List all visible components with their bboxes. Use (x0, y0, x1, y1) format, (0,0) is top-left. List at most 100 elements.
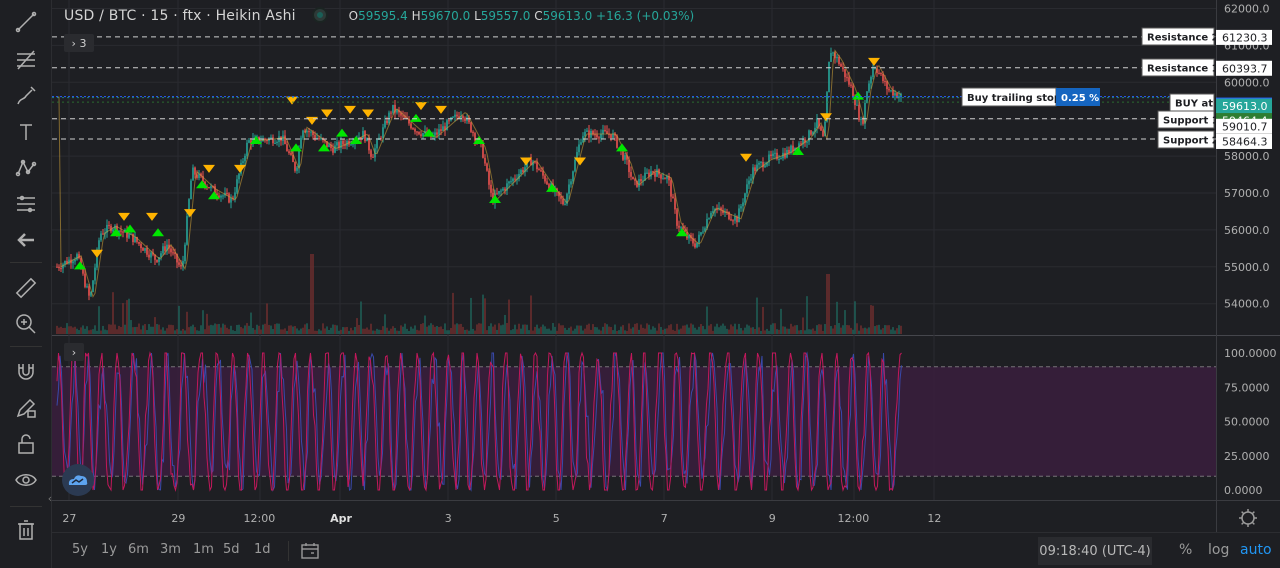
volume-bar (834, 325, 836, 334)
volume-bar (690, 323, 692, 334)
candle-body (736, 216, 738, 223)
candle-body (76, 254, 78, 260)
range-6m-button[interactable]: 6m (128, 542, 149, 557)
candle-body (712, 211, 714, 213)
volume-bar (326, 326, 328, 334)
eye-icon[interactable] (8, 464, 44, 496)
volume-bar (386, 327, 388, 334)
candle-body (820, 126, 822, 131)
auto-scale-toggle[interactable]: auto (1240, 542, 1272, 558)
volume-bar (472, 328, 474, 334)
candle-body (78, 254, 80, 259)
candle-body (208, 186, 210, 189)
candle-body (744, 193, 746, 203)
volume-bar (108, 324, 110, 334)
candle-body (702, 231, 704, 233)
pattern-icon[interactable] (8, 152, 44, 184)
candle-body (826, 92, 828, 122)
range-1y-button[interactable]: 1y (101, 542, 117, 557)
collapse-toolbar-button[interactable]: ‹ (45, 489, 55, 507)
volume-bar (232, 330, 234, 334)
volume-bar (246, 323, 248, 334)
volume-bar (392, 326, 394, 334)
volume-bar (198, 330, 200, 334)
candle-body (772, 153, 774, 157)
volume-bar (882, 328, 884, 334)
ruler-icon[interactable] (8, 272, 44, 304)
goto-date-icon[interactable] (300, 541, 320, 565)
volume-bar (536, 324, 538, 334)
volume-bar (706, 306, 708, 334)
range-3m-button[interactable]: 3m (160, 542, 181, 557)
lock-icon[interactable] (8, 428, 44, 460)
lock-pencil-icon[interactable] (8, 392, 44, 424)
brush-icon[interactable] (8, 80, 44, 112)
measure-lines-icon[interactable] (8, 188, 44, 220)
range-5d-button[interactable]: 5d (223, 542, 240, 557)
percent-scale-toggle[interactable]: % (1179, 542, 1193, 558)
candle-body (364, 131, 366, 142)
volume-bar (806, 296, 808, 334)
log-scale-toggle[interactable]: log (1208, 542, 1230, 558)
volume-bar (84, 328, 86, 334)
zoom-in-icon[interactable] (8, 308, 44, 340)
sell-signal-arrow (740, 153, 752, 162)
candle-body (180, 264, 182, 267)
candle-body (304, 130, 306, 133)
volume-bar (852, 329, 854, 334)
price-tick-label: 58000.0 (1224, 150, 1270, 163)
trailing-stop-value: 0.25 % (1061, 93, 1099, 104)
oscillator-tick-label: 100.0000 (1224, 347, 1277, 360)
candle-body (596, 134, 598, 138)
oscillator-pane-toggle[interactable]: › (64, 343, 84, 361)
price-tick-label: 54000.0 (1224, 298, 1270, 311)
candle-body (890, 90, 892, 92)
candle-body (382, 127, 384, 138)
candle-body (828, 61, 830, 93)
candle-body (216, 193, 218, 196)
fib-icon[interactable] (8, 44, 44, 76)
candle-body (888, 89, 890, 91)
volume-bar (558, 323, 560, 334)
candle-body (718, 207, 720, 210)
cloud-logo-icon[interactable] (62, 464, 94, 496)
volume-bar (278, 323, 280, 334)
symbol-title[interactable]: USD / BTC · 15 · ftx · Heikin Ashi (64, 8, 296, 24)
magnet-icon[interactable] (8, 356, 44, 388)
back-arrow-icon[interactable] (8, 224, 44, 256)
candle-body (122, 231, 124, 233)
candle-body (534, 161, 536, 163)
indicators-toggle[interactable]: › 3 (64, 34, 94, 52)
candle-body (896, 93, 898, 98)
range-1m-button[interactable]: 1m (193, 542, 214, 557)
text-icon[interactable] (8, 116, 44, 148)
volume-bar (868, 327, 870, 334)
volume-bar (708, 325, 710, 334)
candle-body (672, 196, 674, 199)
volume-bar (312, 254, 314, 334)
volume-bar (826, 274, 828, 334)
volume-bar (346, 326, 348, 334)
volume-bar (332, 324, 334, 334)
volume-bar (752, 327, 754, 334)
timezone-clock[interactable]: 09:18:40 (UTC-4) (1038, 537, 1152, 565)
volume-bar (478, 323, 480, 334)
candle-body (802, 139, 804, 145)
volume-bar (86, 326, 88, 334)
volume-bar (196, 330, 198, 334)
volume-bar (802, 317, 804, 334)
volume-bar (338, 330, 340, 334)
trash-icon[interactable] (8, 514, 44, 546)
candle-body (376, 139, 378, 149)
volume-bar (498, 323, 500, 334)
price-chart[interactable]: Resistance 2 Resistance 1 Support 1 Support… (52, 0, 1280, 532)
candle-body (622, 149, 624, 160)
volume-bar (748, 325, 750, 334)
candle-body (762, 161, 764, 168)
range-5y-button[interactable]: 5y (72, 542, 88, 557)
range-1d-button[interactable]: 1d (254, 542, 271, 557)
candle-body (872, 68, 874, 78)
candle-body (832, 52, 834, 54)
trend-line-icon[interactable] (8, 6, 44, 38)
candle-body (194, 167, 196, 175)
